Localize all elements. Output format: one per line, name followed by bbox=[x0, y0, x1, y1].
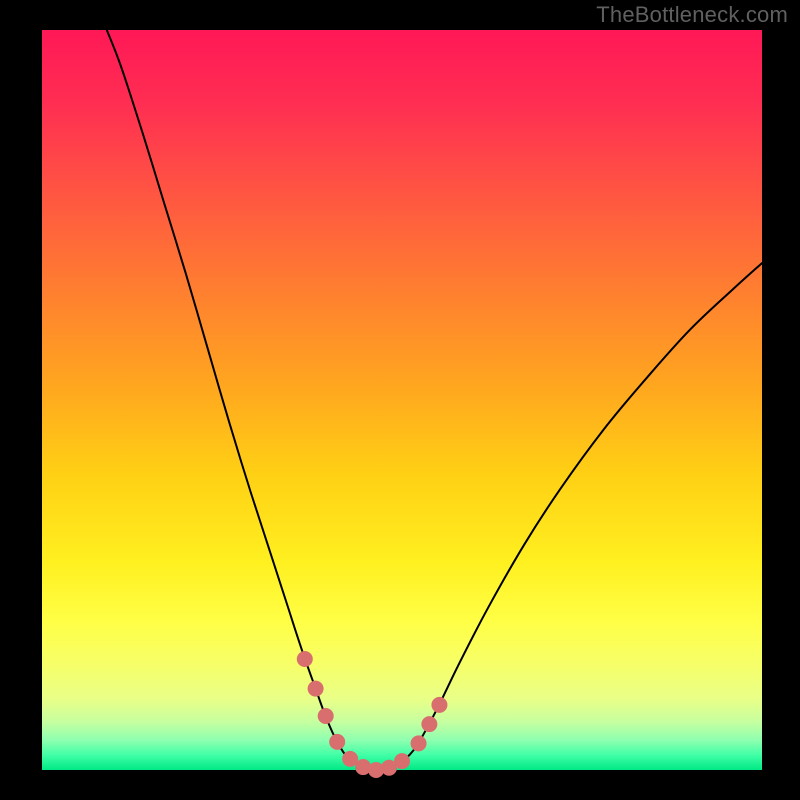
bottleneck-chart bbox=[0, 0, 800, 800]
curve-marker bbox=[431, 697, 447, 713]
watermark-text: TheBottleneck.com bbox=[596, 2, 788, 28]
curve-marker bbox=[411, 735, 427, 751]
curve-marker bbox=[297, 651, 313, 667]
curve-marker bbox=[421, 716, 437, 732]
curve-marker bbox=[329, 734, 345, 750]
chart-stage: TheBottleneck.com bbox=[0, 0, 800, 800]
curve-marker bbox=[308, 681, 324, 697]
curve-marker bbox=[394, 753, 410, 769]
curve-marker bbox=[318, 708, 334, 724]
plot-background bbox=[42, 30, 762, 770]
